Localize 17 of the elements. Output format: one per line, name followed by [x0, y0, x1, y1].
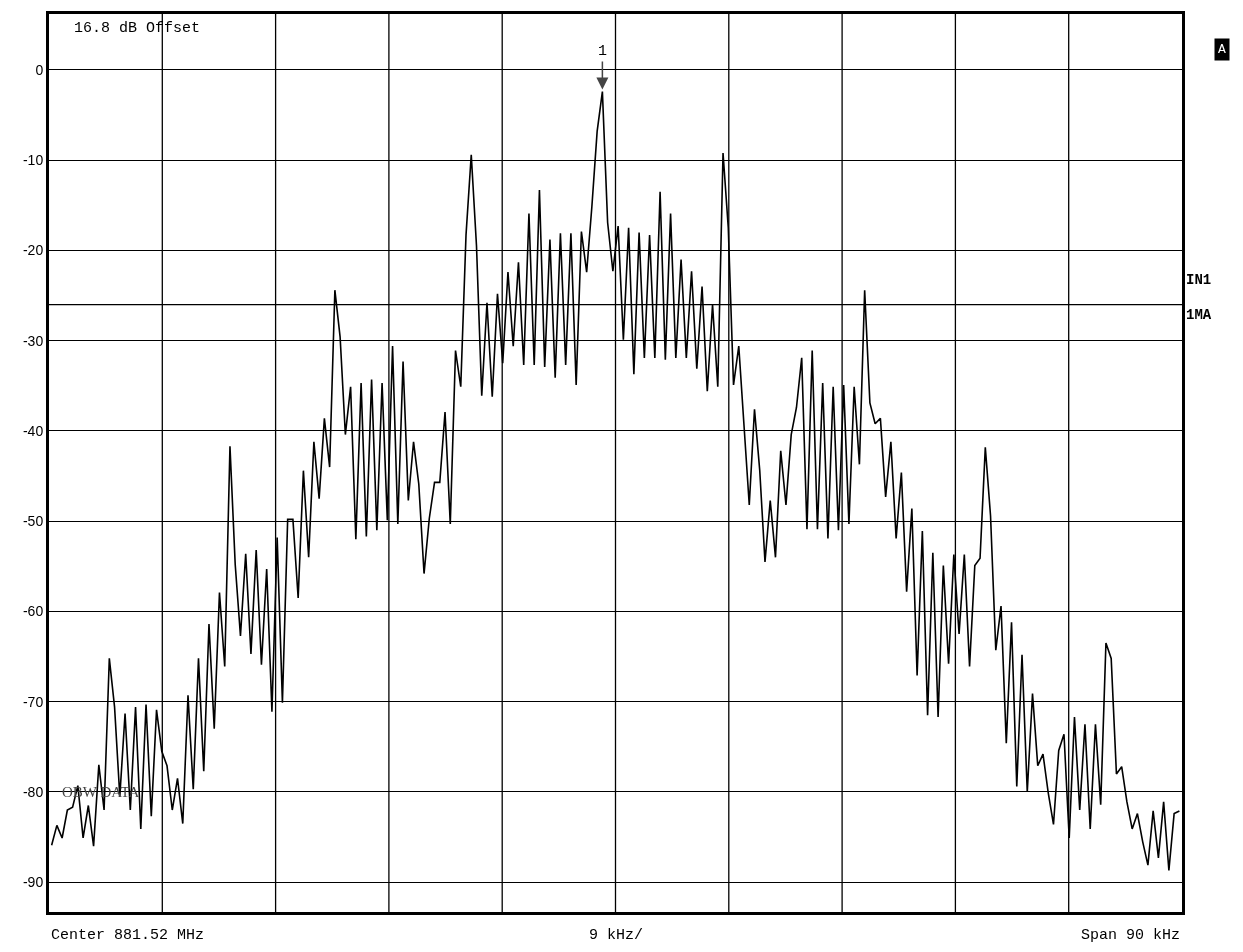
y-tick-label: -90	[22, 874, 44, 891]
y-tick-label: 0	[35, 61, 44, 78]
y-tick-label: -60	[22, 603, 44, 620]
y-tick-label: -70	[22, 693, 44, 710]
y-tick-label: -80	[22, 783, 44, 800]
y-tick-label: -30	[22, 332, 44, 349]
text: Span 90 kHz	[1081, 927, 1181, 944]
text: 9 kHz/	[589, 927, 644, 944]
text: 1MA	[1186, 307, 1212, 323]
y-tick-label: -40	[22, 422, 44, 439]
annotation: 1	[598, 43, 608, 60]
text: Center 881.52 MHz	[51, 927, 205, 944]
text: IN1	[1186, 272, 1212, 288]
text: A	[1218, 42, 1226, 57]
y-tick-label: -10	[22, 152, 44, 169]
y-tick-label: -20	[22, 242, 44, 259]
y-tick-label: -50	[22, 513, 44, 530]
